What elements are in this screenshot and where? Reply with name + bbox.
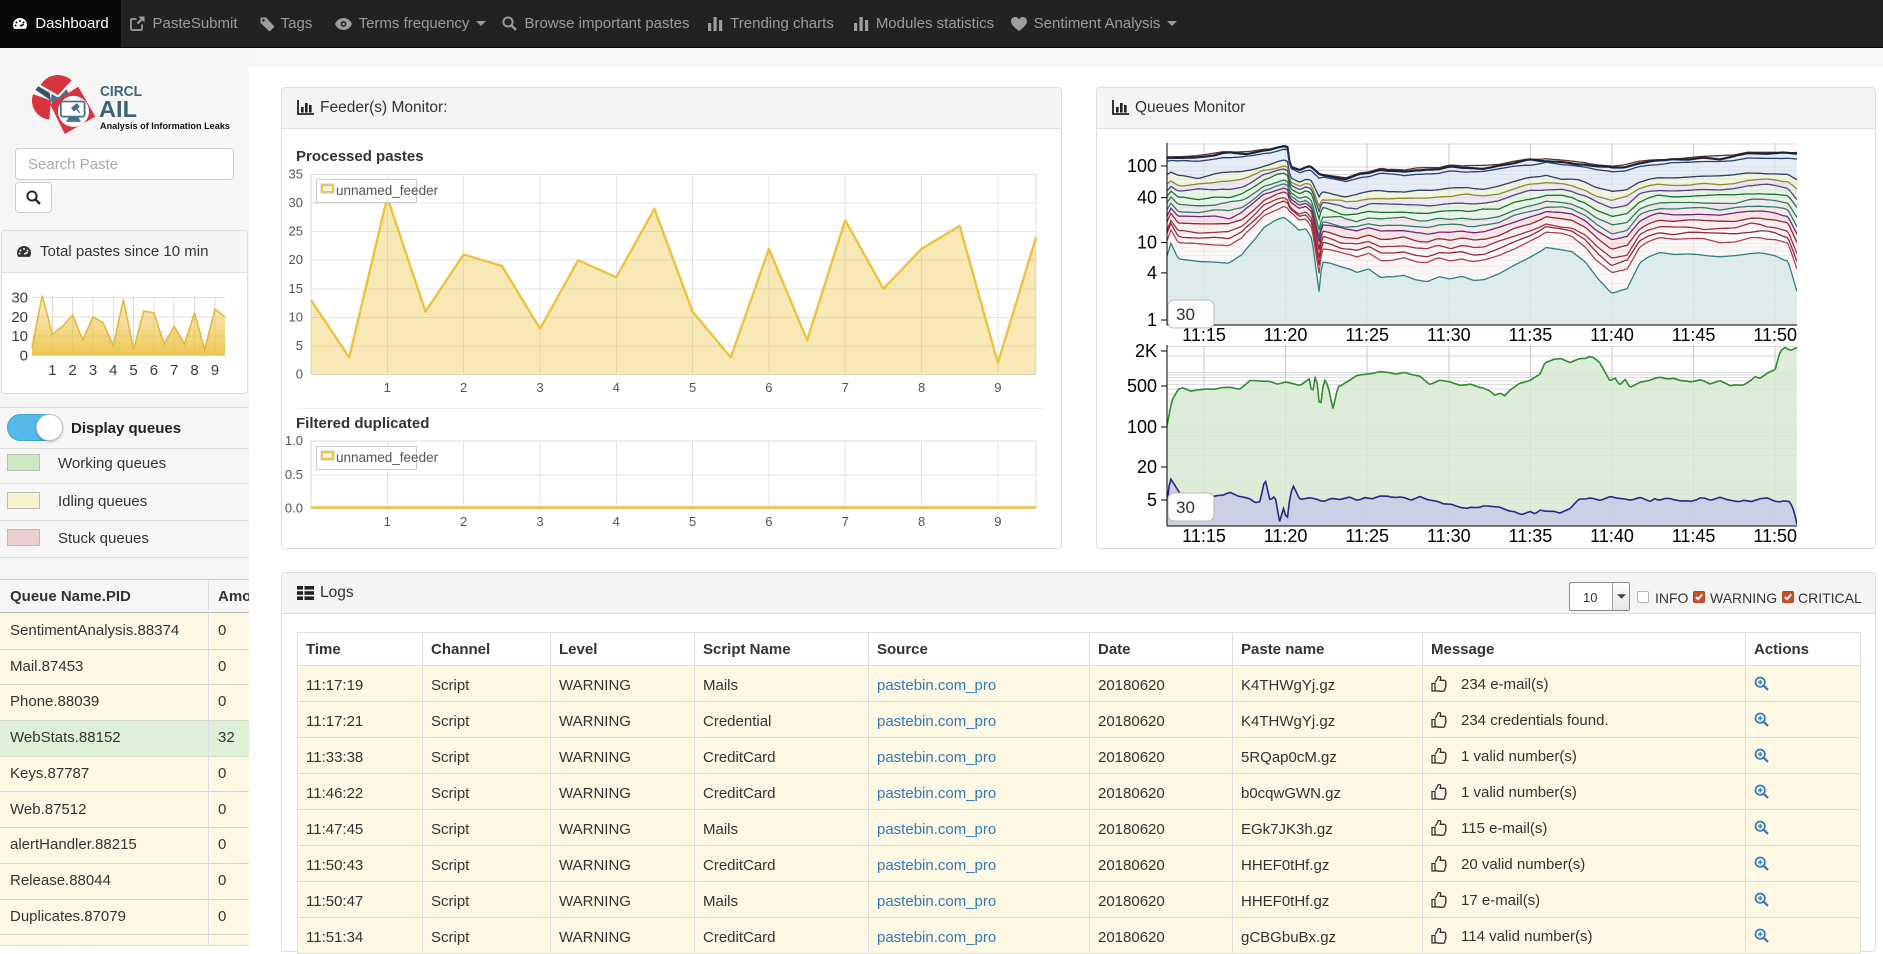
svg-text:11:35: 11:35 [1509,526,1553,546]
svg-text:0.5: 0.5 [285,467,303,482]
svg-text:4: 4 [109,362,117,379]
svg-text:11:20: 11:20 [1264,325,1308,345]
svg-text:35: 35 [289,167,303,182]
svg-text:3: 3 [89,362,97,379]
svg-text:6: 6 [765,380,772,395]
svg-text:100: 100 [1127,417,1157,437]
svg-text:25: 25 [289,224,303,239]
svg-text:1: 1 [384,514,391,529]
svg-text:unnamed_feeder: unnamed_feeder [336,450,439,465]
svg-text:11:45: 11:45 [1672,526,1716,546]
svg-text:5: 5 [296,338,303,353]
svg-text:3: 3 [536,380,543,395]
svg-text:11:15: 11:15 [1182,325,1226,345]
svg-text:5: 5 [689,380,696,395]
svg-text:0: 0 [296,367,303,382]
svg-text:11:50: 11:50 [1753,526,1797,546]
svg-text:20: 20 [289,252,303,267]
svg-text:4: 4 [613,514,620,529]
svg-text:2K: 2K [1135,341,1157,361]
svg-text:2: 2 [460,514,467,529]
svg-text:40: 40 [1137,188,1157,208]
svg-text:30: 30 [1176,498,1195,517]
svg-text:1: 1 [1147,310,1157,330]
svg-text:7: 7 [170,362,178,379]
svg-text:30: 30 [1176,305,1195,324]
svg-text:11:30: 11:30 [1427,526,1471,546]
svg-text:8: 8 [918,514,925,529]
svg-text:10: 10 [289,309,303,324]
svg-text:2: 2 [68,362,76,379]
svg-text:30: 30 [289,195,303,210]
svg-text:5: 5 [1147,490,1157,510]
svg-text:8: 8 [190,362,198,379]
svg-text:2: 2 [460,380,467,395]
svg-text:0.0: 0.0 [285,501,303,516]
svg-text:15: 15 [289,281,303,296]
svg-text:5: 5 [129,362,137,379]
svg-text:11:40: 11:40 [1590,325,1634,345]
svg-text:4: 4 [613,380,620,395]
svg-text:4: 4 [1147,263,1157,283]
svg-text:8: 8 [918,380,925,395]
svg-text:9: 9 [994,380,1001,395]
svg-text:1.0: 1.0 [285,433,303,448]
svg-text:20: 20 [1137,457,1157,477]
svg-text:AIL: AIL [99,96,137,122]
svg-text:10: 10 [11,328,28,345]
svg-text:7: 7 [842,514,849,529]
svg-text:5: 5 [689,514,696,529]
svg-text:0: 0 [20,348,28,365]
svg-text:11:30: 11:30 [1427,325,1471,345]
svg-text:11:45: 11:45 [1672,325,1716,345]
svg-text:11:20: 11:20 [1264,526,1308,546]
svg-text:500: 500 [1127,376,1157,396]
svg-text:11:40: 11:40 [1590,526,1634,546]
svg-text:30: 30 [11,290,28,307]
svg-text:20: 20 [11,309,28,326]
svg-text:11:25: 11:25 [1345,526,1389,546]
svg-text:1: 1 [48,362,56,379]
svg-text:11:25: 11:25 [1345,325,1389,345]
svg-text:CIRCL: CIRCL [100,84,142,100]
svg-text:11:15: 11:15 [1182,526,1226,546]
svg-text:3: 3 [536,514,543,529]
svg-text:7: 7 [842,380,849,395]
svg-text:11:50: 11:50 [1753,325,1797,345]
svg-text:100: 100 [1127,156,1157,176]
svg-text:1: 1 [384,380,391,395]
svg-text:6: 6 [150,362,158,379]
svg-text:unnamed_feeder: unnamed_feeder [336,183,439,198]
svg-text:11:35: 11:35 [1509,325,1553,345]
svg-text:9: 9 [994,514,1001,529]
svg-text:Analysis of Information Leaks: Analysis of Information Leaks [100,121,230,131]
svg-text:10: 10 [1137,233,1157,253]
svg-text:6: 6 [765,514,772,529]
svg-text:9: 9 [211,362,219,379]
